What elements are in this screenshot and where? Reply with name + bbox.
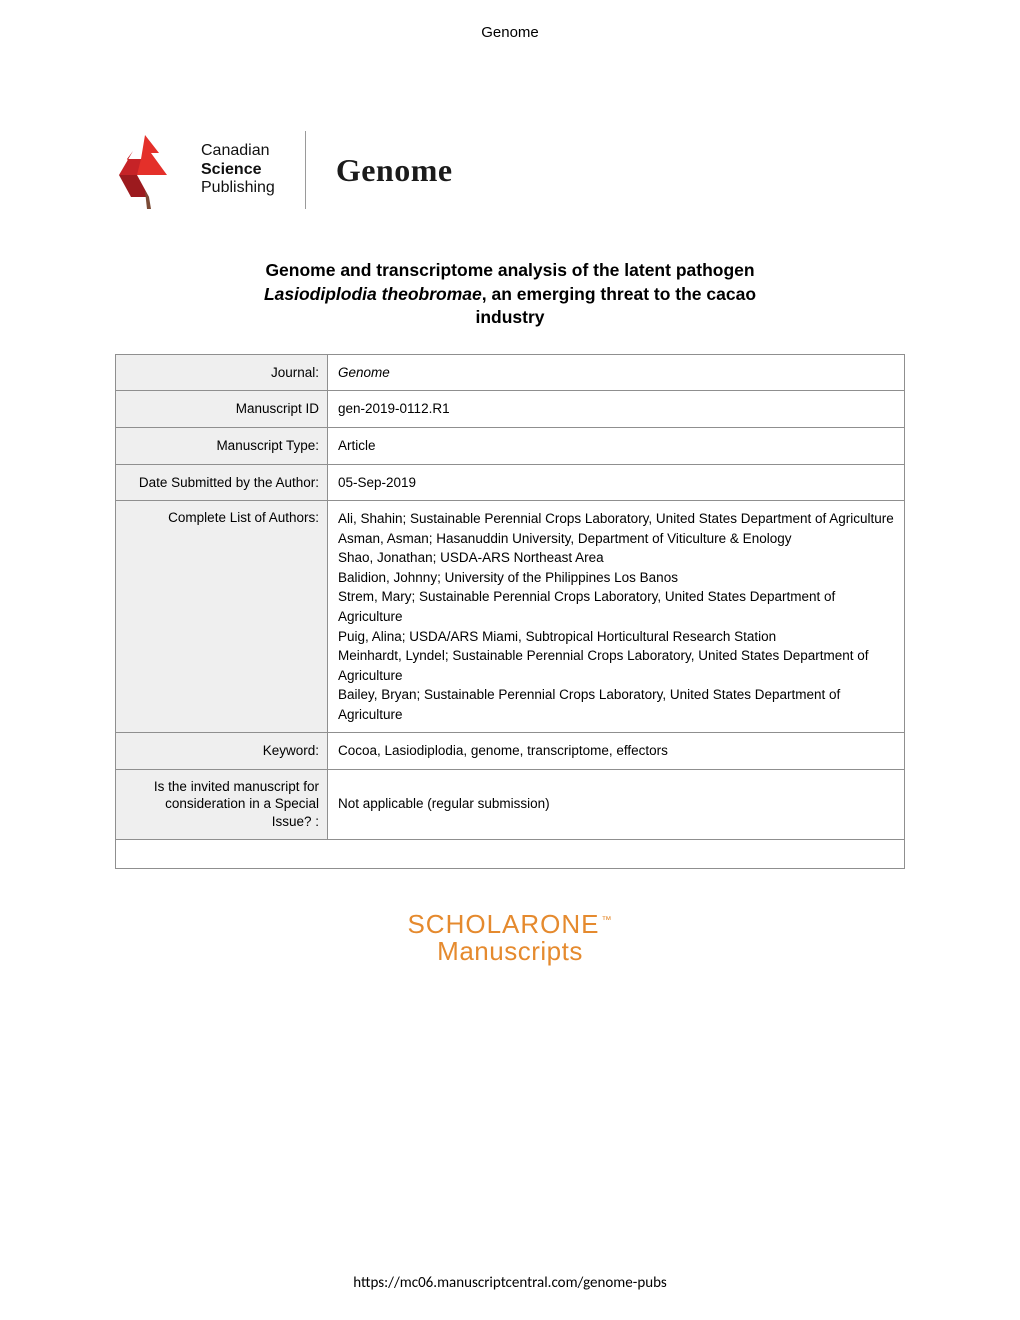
scholarone-logo: SCHOLARONE™ Manuscripts xyxy=(0,909,1020,967)
row-label: Manuscript Type: xyxy=(116,428,328,464)
scholarone-line1: SCHOLARONE™ xyxy=(0,909,1020,940)
metadata-table: Journal: Genome Manuscript ID gen-2019-0… xyxy=(115,354,905,869)
footer-url: https://mc06.manuscriptcentral.com/genom… xyxy=(0,1274,1020,1292)
row-label: Journal: xyxy=(116,355,328,391)
maple-leaf-icon xyxy=(115,131,191,209)
publisher-line3: Publishing xyxy=(201,179,275,197)
table-row: Journal: Genome xyxy=(116,355,904,391)
logo-area: Canadian Science Publishing Genome xyxy=(115,131,1020,209)
row-value: gen-2019-0112.R1 xyxy=(328,391,904,427)
title-line1: Genome and transcriptome analysis of the… xyxy=(265,260,754,280)
table-row: Manuscript ID gen-2019-0112.R1 xyxy=(116,390,904,427)
scholarone-line2: Manuscripts xyxy=(0,936,1020,967)
publisher-name: Canadian Science Publishing xyxy=(201,142,275,197)
table-row: Complete List of Authors: Ali, Shahin; S… xyxy=(116,500,904,732)
page-header: Genome xyxy=(0,0,1020,41)
publisher-line2: Science xyxy=(201,161,275,179)
title-italic-species: Lasiodiplodia theobromae xyxy=(264,284,482,304)
publisher-logo: Canadian Science Publishing xyxy=(115,131,275,209)
table-row: Date Submitted by the Author: 05-Sep-201… xyxy=(116,464,904,501)
row-label: Date Submitted by the Author: xyxy=(116,465,328,501)
row-value-authors: Ali, Shahin; Sustainable Perennial Crops… xyxy=(328,501,904,732)
row-value: Cocoa, Lasiodiplodia, genome, transcript… xyxy=(328,733,904,769)
trademark-icon: ™ xyxy=(602,915,613,926)
table-row: Is the invited manuscript for considerat… xyxy=(116,769,904,839)
vertical-divider xyxy=(305,131,306,209)
table-row: Keyword: Cocoa, Lasiodiplodia, genome, t… xyxy=(116,732,904,769)
title-line3: industry xyxy=(475,307,544,327)
publisher-line1: Canadian xyxy=(201,142,275,160)
journal-logo-name: Genome xyxy=(336,152,453,189)
row-label: Manuscript ID xyxy=(116,391,328,427)
row-label: Is the invited manuscript for considerat… xyxy=(116,770,328,839)
title-line2-rest: , an emerging threat to the cacao xyxy=(482,284,756,304)
row-label: Complete List of Authors: xyxy=(116,501,328,732)
row-value: Not applicable (regular submission) xyxy=(328,770,904,839)
row-value: Article xyxy=(328,428,904,464)
row-value: Genome xyxy=(328,355,904,391)
manuscript-title: Genome and transcriptome analysis of the… xyxy=(115,259,905,330)
table-blank-row xyxy=(116,839,904,868)
row-value: 05-Sep-2019 xyxy=(328,465,904,501)
table-row: Manuscript Type: Article xyxy=(116,427,904,464)
row-label: Keyword: xyxy=(116,733,328,769)
